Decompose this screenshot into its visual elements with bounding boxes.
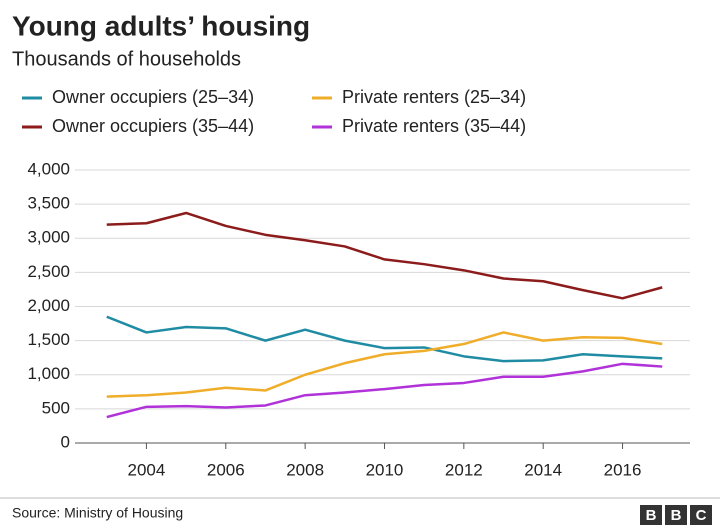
series-line	[106, 362, 663, 419]
logo-letter: B	[671, 507, 682, 524]
x-tick-label: 2014	[524, 460, 562, 479]
logo-box	[665, 505, 687, 525]
x-tick-label: 2004	[128, 460, 166, 479]
series-line	[106, 211, 663, 300]
source: Source: Ministry of Housing	[12, 505, 183, 521]
x-tick-label: 2006	[207, 460, 245, 479]
x-tick-label: 2016	[604, 460, 642, 479]
legend-label: Owner occupiers (25–34)	[52, 87, 254, 107]
legend-label: Owner occupiers (35–44)	[52, 116, 254, 136]
series-line	[106, 331, 663, 398]
legend-label: Private renters (35–44)	[342, 116, 526, 136]
legend-label: Private renters (25–34)	[342, 87, 526, 107]
chart-title: Young adults’ housing	[12, 10, 310, 41]
y-tick-label: 0	[61, 432, 70, 451]
y-tick-label: 1,000	[27, 364, 70, 383]
y-tick-label: 2,500	[27, 262, 70, 281]
logo-box	[640, 505, 662, 525]
y-tick-label: 1,500	[27, 330, 70, 349]
y-tick-label: 4,000	[27, 159, 70, 178]
x-tick-label: 2008	[286, 460, 324, 479]
y-tick-label: 500	[42, 398, 70, 417]
series-line	[106, 315, 663, 363]
y-tick-label: 3,000	[27, 228, 70, 247]
logo-box	[690, 505, 712, 525]
y-tick-label: 3,500	[27, 194, 70, 213]
y-tick-label: 2,000	[27, 296, 70, 315]
x-tick-label: 2012	[445, 460, 483, 479]
logo-letter: B	[646, 507, 657, 524]
chart-subtitle: Thousands of households	[12, 48, 241, 70]
x-tick-label: 2010	[366, 460, 404, 479]
logo-letter: C	[696, 507, 707, 524]
